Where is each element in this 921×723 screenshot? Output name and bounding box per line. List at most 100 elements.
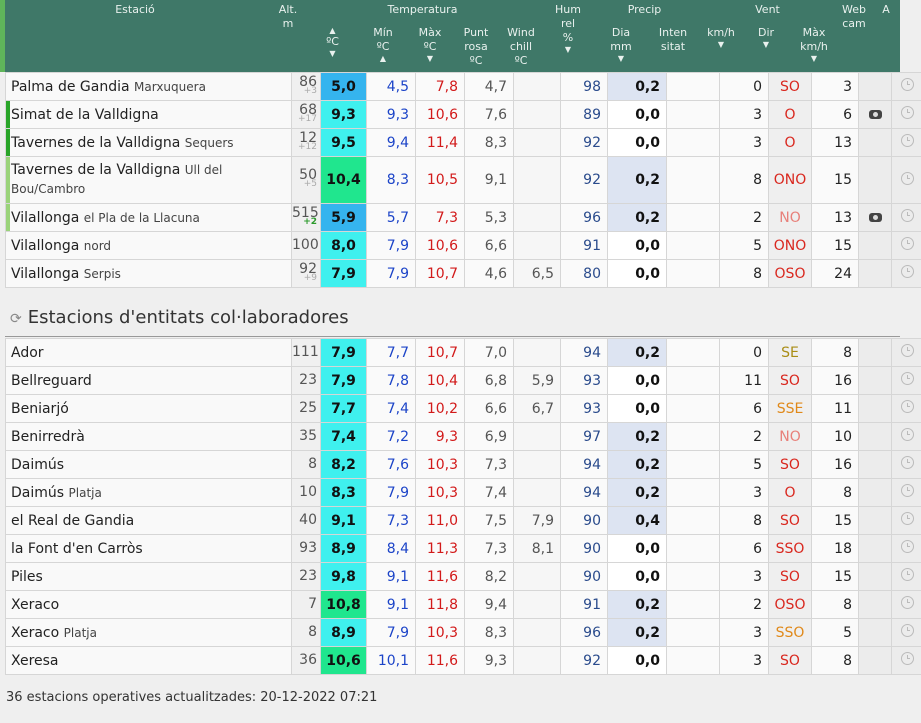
col-dia-header[interactable]: Dia mm ▼ (595, 26, 647, 63)
history-cell[interactable] (891, 618, 921, 647)
station-name[interactable]: Beniarjó (11, 400, 69, 417)
history-cell[interactable] (891, 259, 921, 288)
history-cell[interactable] (891, 534, 921, 563)
station-name[interactable]: la Font d'en Carròs (11, 540, 143, 557)
clock-icon[interactable] (900, 512, 914, 525)
station-name-cell[interactable]: Vilallonga Serpis (5, 259, 292, 288)
station-name-cell[interactable]: el Real de Gandia (5, 506, 292, 535)
history-cell[interactable] (891, 203, 921, 232)
station-name-cell[interactable]: Bellreguard (5, 366, 292, 395)
clock-icon[interactable] (900, 484, 914, 497)
station-name[interactable]: Benirredrà (11, 428, 85, 445)
clock-icon[interactable] (900, 237, 914, 250)
clock-icon[interactable] (900, 209, 914, 222)
col-alt-header[interactable]: Alt. m (278, 3, 298, 30)
clock-icon[interactable] (900, 596, 914, 609)
col-min-header[interactable]: Mín ºC ▲ (362, 26, 404, 63)
station-name[interactable]: Tavernes de la Valldigna (11, 134, 181, 151)
station-name[interactable]: Palma de Gandia (11, 78, 130, 95)
history-cell[interactable] (891, 646, 921, 675)
clock-icon[interactable] (900, 171, 914, 185)
history-cell[interactable] (891, 100, 921, 129)
station-name-cell[interactable]: Ador (5, 338, 292, 367)
clock-icon[interactable] (900, 265, 914, 278)
station-name-cell[interactable]: Vilallonga nord (5, 231, 292, 260)
station-name-cell[interactable]: la Font d'en Carròs (5, 534, 292, 563)
station-name[interactable]: Vilallonga (11, 209, 80, 226)
col-intensitat-header[interactable]: Inten sitat (658, 26, 688, 53)
station-subname[interactable]: Marxuquera (134, 79, 206, 94)
history-cell[interactable] (891, 231, 921, 260)
station-name-cell[interactable]: Beniarjó (5, 394, 292, 423)
station-subname[interactable]: nord (83, 238, 112, 253)
clock-icon[interactable] (900, 78, 914, 91)
webcam-cell[interactable] (858, 100, 892, 129)
station-name[interactable]: Bellreguard (11, 372, 92, 389)
clock-icon[interactable] (900, 428, 914, 441)
station-name[interactable]: Xeraco (11, 596, 60, 613)
clock-icon[interactable] (900, 344, 914, 357)
col-wind-chill-header[interactable]: Wind chill ºC (507, 26, 535, 67)
history-cell[interactable] (891, 450, 921, 479)
history-cell[interactable] (891, 338, 921, 367)
station-name-cell[interactable]: Xeraco (5, 590, 292, 619)
station-subname[interactable]: Ull del Bou/Cambro (11, 163, 223, 196)
station-subname[interactable]: el Pla de la Llacuna (83, 210, 200, 225)
clock-icon[interactable] (900, 568, 914, 581)
col-temp-header[interactable]: ▲ ºC ▼ (310, 26, 355, 58)
station-name-cell[interactable]: Xeraco Platja (5, 618, 292, 647)
webcam-icon[interactable] (868, 109, 882, 119)
history-cell[interactable] (891, 478, 921, 507)
station-name-cell[interactable]: Palma de Gandia Marxuquera (5, 72, 292, 101)
station-name[interactable]: Vilallonga (11, 237, 80, 254)
history-cell[interactable] (891, 394, 921, 423)
station-subname[interactable]: Platja (63, 625, 97, 640)
clock-icon[interactable] (900, 540, 914, 553)
clock-icon[interactable] (900, 624, 914, 637)
history-cell[interactable] (891, 562, 921, 591)
station-name-cell[interactable]: Tavernes de la Valldigna Ull del Bou/Cam… (5, 156, 292, 204)
station-name[interactable]: Daimús (11, 484, 65, 501)
station-name-cell[interactable]: Xeresa (5, 646, 292, 675)
station-name[interactable]: Ador (11, 344, 44, 361)
station-name[interactable]: Xeresa (11, 652, 59, 669)
station-name-cell[interactable]: Piles (5, 562, 292, 591)
history-cell[interactable] (891, 72, 921, 101)
station-name-cell[interactable]: Vilallonga el Pla de la Llacuna (5, 203, 292, 232)
station-name[interactable]: el Real de Gandia (11, 512, 135, 529)
clock-icon[interactable] (900, 372, 914, 385)
history-cell[interactable] (891, 128, 921, 157)
history-cell[interactable] (891, 156, 921, 204)
clock-icon[interactable] (900, 456, 914, 469)
webcam-icon[interactable] (868, 212, 882, 222)
col-kmh-header[interactable]: km/h ▼ (700, 26, 742, 49)
station-name[interactable]: Daimús (11, 456, 65, 473)
station-name-cell[interactable]: Tavernes de la Valldigna Sequers (5, 128, 292, 157)
station-name-cell[interactable]: Benirredrà (5, 422, 292, 451)
history-cell[interactable] (891, 506, 921, 535)
station-subname[interactable]: Sequers (184, 135, 234, 150)
clock-icon[interactable] (900, 400, 914, 413)
station-name[interactable]: Tavernes de la Valldigna (11, 162, 181, 178)
webcam-cell[interactable] (858, 203, 892, 232)
col-hum-header[interactable]: Hum rel% ▼ (548, 3, 588, 54)
station-name-cell[interactable]: Simat de la Valldigna (5, 100, 292, 129)
station-name[interactable]: Piles (11, 568, 43, 585)
clock-icon[interactable] (900, 652, 914, 665)
station-name-cell[interactable]: Daimús (5, 450, 292, 479)
history-cell[interactable] (891, 590, 921, 619)
col-max-header[interactable]: Màx ºC ▼ (409, 26, 451, 63)
history-cell[interactable] (891, 422, 921, 451)
station-name[interactable]: Vilallonga (11, 265, 80, 282)
col-dir-header[interactable]: Dir ▼ (745, 26, 787, 49)
station-name[interactable]: Simat de la Valldigna (11, 106, 159, 123)
history-cell[interactable] (891, 366, 921, 395)
clock-icon[interactable] (900, 106, 914, 119)
col-max-kmh-header[interactable]: Màx km/h ▼ (793, 26, 835, 63)
station-subname[interactable]: Platja (68, 485, 102, 500)
station-name-cell[interactable]: Daimús Platja (5, 478, 292, 507)
col-estacio-header[interactable]: Estació (115, 3, 155, 16)
col-punt-rosa-header[interactable]: Punt rosa ºC (463, 26, 489, 67)
clock-icon[interactable] (900, 134, 914, 147)
station-name[interactable]: Xeraco (11, 624, 60, 641)
